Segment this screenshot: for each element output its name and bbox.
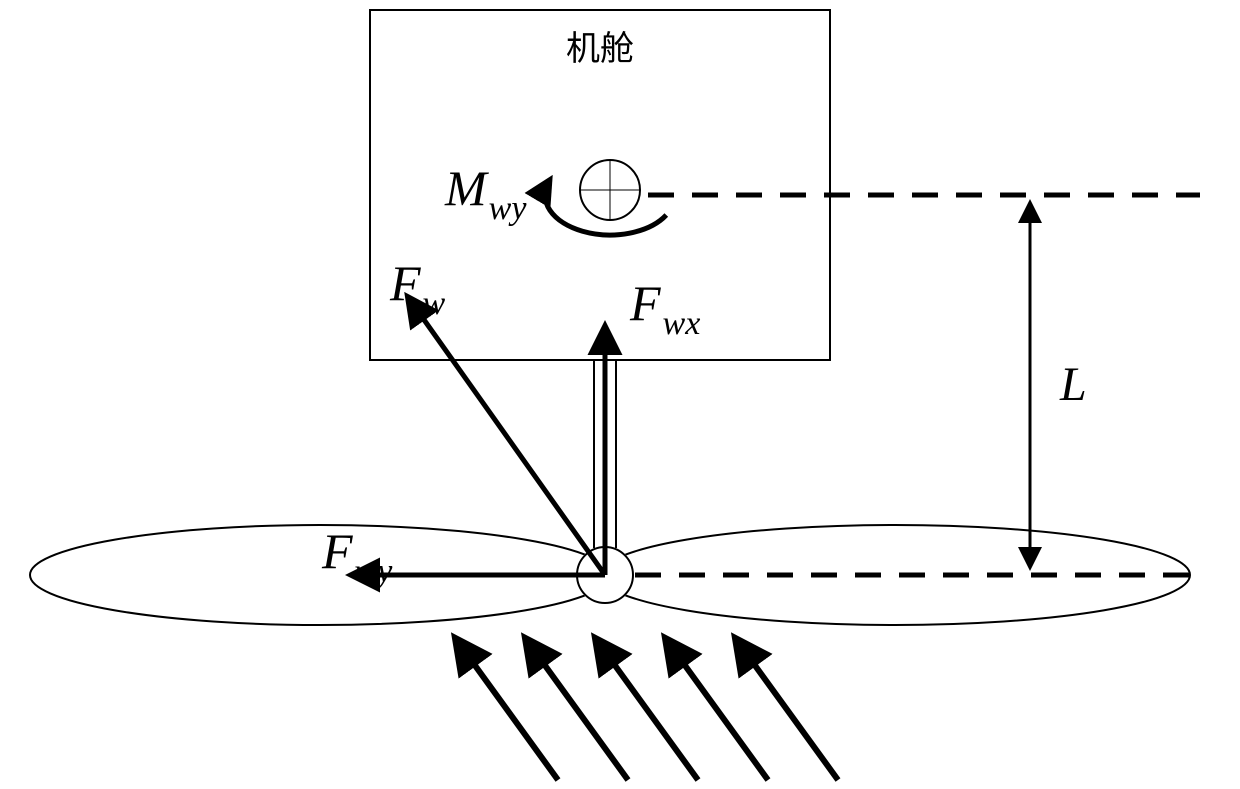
cg-symbol [580, 160, 640, 220]
dimension-label-L: L [1059, 358, 1087, 411]
wind-arrows [458, 642, 838, 780]
force-vector-Fw [410, 300, 605, 575]
nacelle-label: 机舱 [566, 30, 634, 68]
label-Fwx: Fwx [629, 275, 700, 342]
moment-arrow [545, 181, 666, 235]
label-Fwy: Fwy [321, 523, 393, 590]
diagram-root: 机舱 L Mwy Fw Fwx Fwy [0, 0, 1240, 789]
label-Mwy: Mwy [444, 160, 527, 227]
